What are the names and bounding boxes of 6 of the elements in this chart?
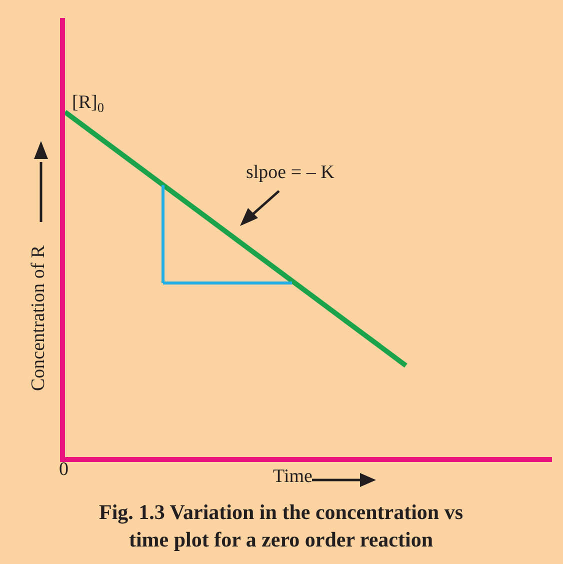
x-axis-title: Time	[273, 466, 312, 487]
y-axis-title: Concentration of R	[28, 245, 49, 391]
annotation: slpoe = – K	[246, 162, 335, 183]
annotation: [R]$_{0}$	[72, 92, 104, 115]
text: 0	[59, 459, 68, 480]
caption: Fig. 1.3 Variation in the concentration vs time plot for a zero order reaction	[99, 500, 464, 552]
